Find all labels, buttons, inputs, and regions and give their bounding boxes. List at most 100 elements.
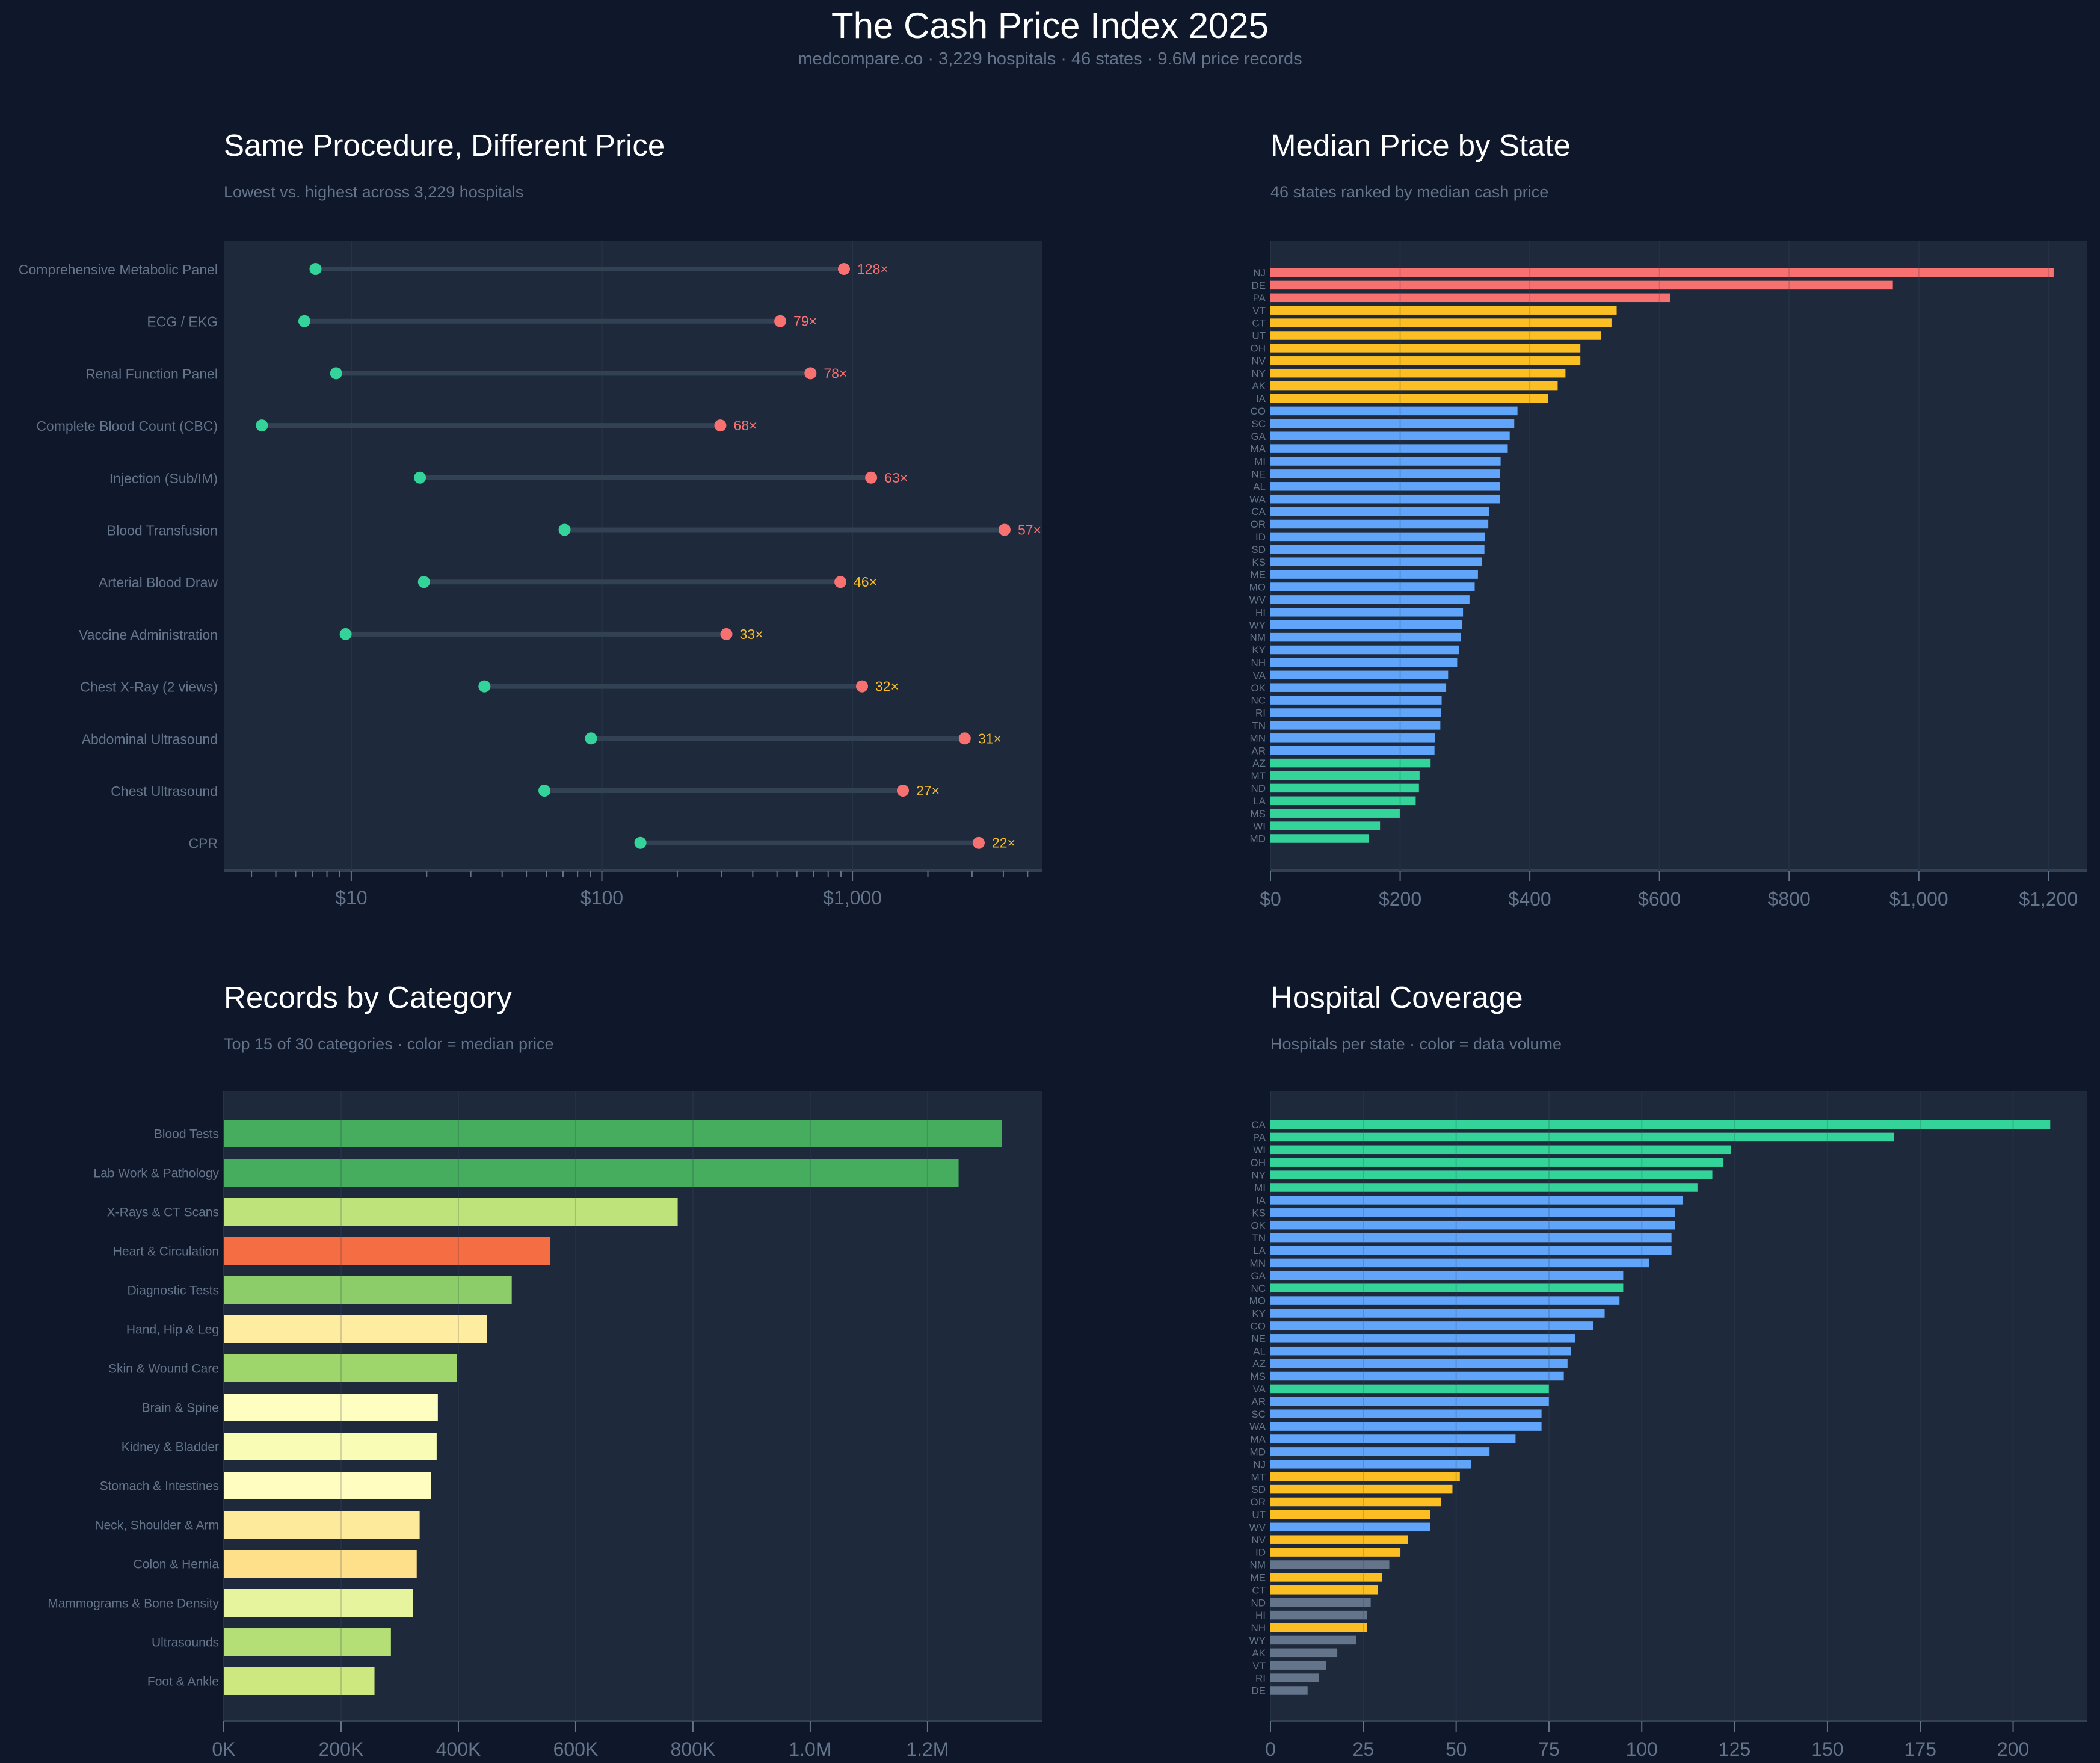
category-category-label: Neck, Shoulder & Arm [94,1519,219,1533]
coverage-x-tick-label: 0 [1265,1738,1276,1760]
coverage-bar [1270,1132,1895,1142]
coverage-category-label: MD [1250,1447,1266,1458]
category-chart-title: Records by Category [224,980,513,1014]
state-price-category-label: UT [1252,330,1266,342]
state-price-category-label: WI [1253,821,1266,832]
coverage-bar [1270,1271,1624,1280]
coverage-bar [1270,1548,1401,1557]
category-bar [224,1433,437,1460]
coverage-category-label: KY [1252,1308,1266,1320]
state-price-bar [1270,708,1441,717]
state-price-category-label: MI [1254,456,1266,468]
coverage-category-label: TN [1252,1232,1266,1244]
coverage-category-label: AL [1253,1345,1266,1357]
dumbbell-ratio-label: 63× [884,470,908,486]
coverage-category-label: MT [1251,1471,1266,1483]
state-price-x-tick-label: $600 [1638,888,1681,910]
page-title: The Cash Price Index 2025 [831,5,1269,46]
state-price-x-tick-label: $1,000 [1889,888,1948,910]
coverage-chart-title: Hospital Coverage [1270,980,1523,1014]
coverage-category-label: VA [1253,1383,1266,1395]
dumbbell-row-label: Abdominal Ultrasound [82,731,218,747]
coverage-bar [1270,1371,1564,1381]
coverage-category-label: WY [1249,1635,1266,1646]
coverage-bar [1270,1220,1675,1230]
category-category-label: Hand, Hip & Leg [126,1323,219,1337]
coverage-category-label: HI [1255,1610,1266,1621]
state-price-category-label: AZ [1252,758,1266,769]
state-price-chart-title: Median Price by State [1270,128,1571,162]
category-x-tick-label: 600K [553,1738,599,1760]
state-price-bar [1270,582,1475,591]
coverage-bar [1270,1598,1371,1607]
state-price-category-label: LA [1253,795,1266,807]
state-price-bar [1270,318,1612,327]
state-price-category-label: WA [1249,493,1266,505]
state-price-bar [1270,608,1464,617]
coverage-bar [1270,1422,1542,1431]
category-chart-subtitle: Top 15 of 30 categories · color = median… [224,1035,554,1053]
category-bar [224,1237,551,1265]
coverage-category-label: MO [1249,1295,1266,1307]
coverage-bar [1270,1434,1516,1443]
dumbbell-x-tick-label: $10 [335,887,367,909]
state-price-bar [1270,595,1470,604]
coverage-category-label: ME [1251,1572,1266,1584]
coverage-bar [1270,1409,1542,1418]
state-price-category-label: NY [1251,368,1266,379]
state-price-bar [1270,658,1458,667]
state-price-category-label: OH [1251,343,1266,354]
category-category-label: Ultrasounds [152,1636,219,1650]
coverage-bar [1270,1145,1731,1155]
state-price-category-label: WY [1249,619,1266,631]
coverage-chart-subtitle: Hospitals per state · color = data volum… [1270,1035,1562,1053]
coverage-category-label: NV [1251,1534,1266,1546]
state-price-category-label: ND [1251,783,1266,794]
page-subtitle: medcompare.co · 3,229 hospitals · 46 sta… [798,49,1302,69]
dumbbell-low-dot [634,836,647,849]
coverage-x-tick-label: 125 [1719,1738,1751,1760]
coverage-category-label: ND [1251,1597,1266,1608]
category-category-label: X-Rays & CT Scans [107,1206,219,1220]
state-price-bar [1270,368,1566,378]
dumbbell-high-dot [714,419,727,432]
category-bar [224,1120,1002,1147]
coverage-category-label: ID [1255,1547,1266,1558]
coverage-category-label: MN [1250,1258,1266,1269]
state-price-bar [1270,444,1508,453]
dumbbell-high-dot [804,367,817,380]
coverage-bar [1270,1510,1430,1519]
state-price-bar [1270,494,1500,504]
state-price-bar [1270,344,1581,353]
state-price-category-label: IA [1256,393,1266,404]
category-category-label: Blood Tests [154,1128,219,1141]
category-category-label: Stomach & Intestines [100,1480,219,1493]
category-bar [224,1667,375,1695]
category-category-label: Lab Work & Pathology [93,1167,219,1181]
state-price-chart-subtitle: 46 states ranked by median cash price [1270,183,1549,201]
state-price-category-label: KY [1252,644,1266,656]
coverage-category-label: NJ [1253,1459,1266,1470]
dumbbell-row-label: Chest Ultrasound [111,783,218,799]
category-category-label: Heart & Circulation [113,1245,219,1259]
category-x-tick-label: 800K [671,1738,716,1760]
state-price-category-label: NJ [1253,267,1266,279]
dumbbell-high-dot [998,523,1011,536]
coverage-bar [1270,1686,1308,1695]
coverage-bar [1270,1447,1490,1456]
state-price-category-label: KS [1252,557,1266,568]
dumbbell-high-dot [958,732,971,745]
state-price-x-tick-label: $1,200 [2019,888,2078,910]
state-price-bar [1270,721,1441,730]
coverage-x-tick-label: 75 [1538,1738,1560,1760]
state-price-bar [1270,570,1478,579]
coverage-category-label: IA [1256,1195,1266,1206]
state-price-bar [1270,733,1435,743]
state-price-bar [1270,419,1515,428]
coverage-bar [1270,1610,1367,1620]
dumbbell-ratio-label: 22× [992,835,1015,851]
dumbbell-high-dot [774,315,787,327]
coverage-bar [1270,1208,1675,1217]
dumbbell-high-dot [834,576,847,588]
